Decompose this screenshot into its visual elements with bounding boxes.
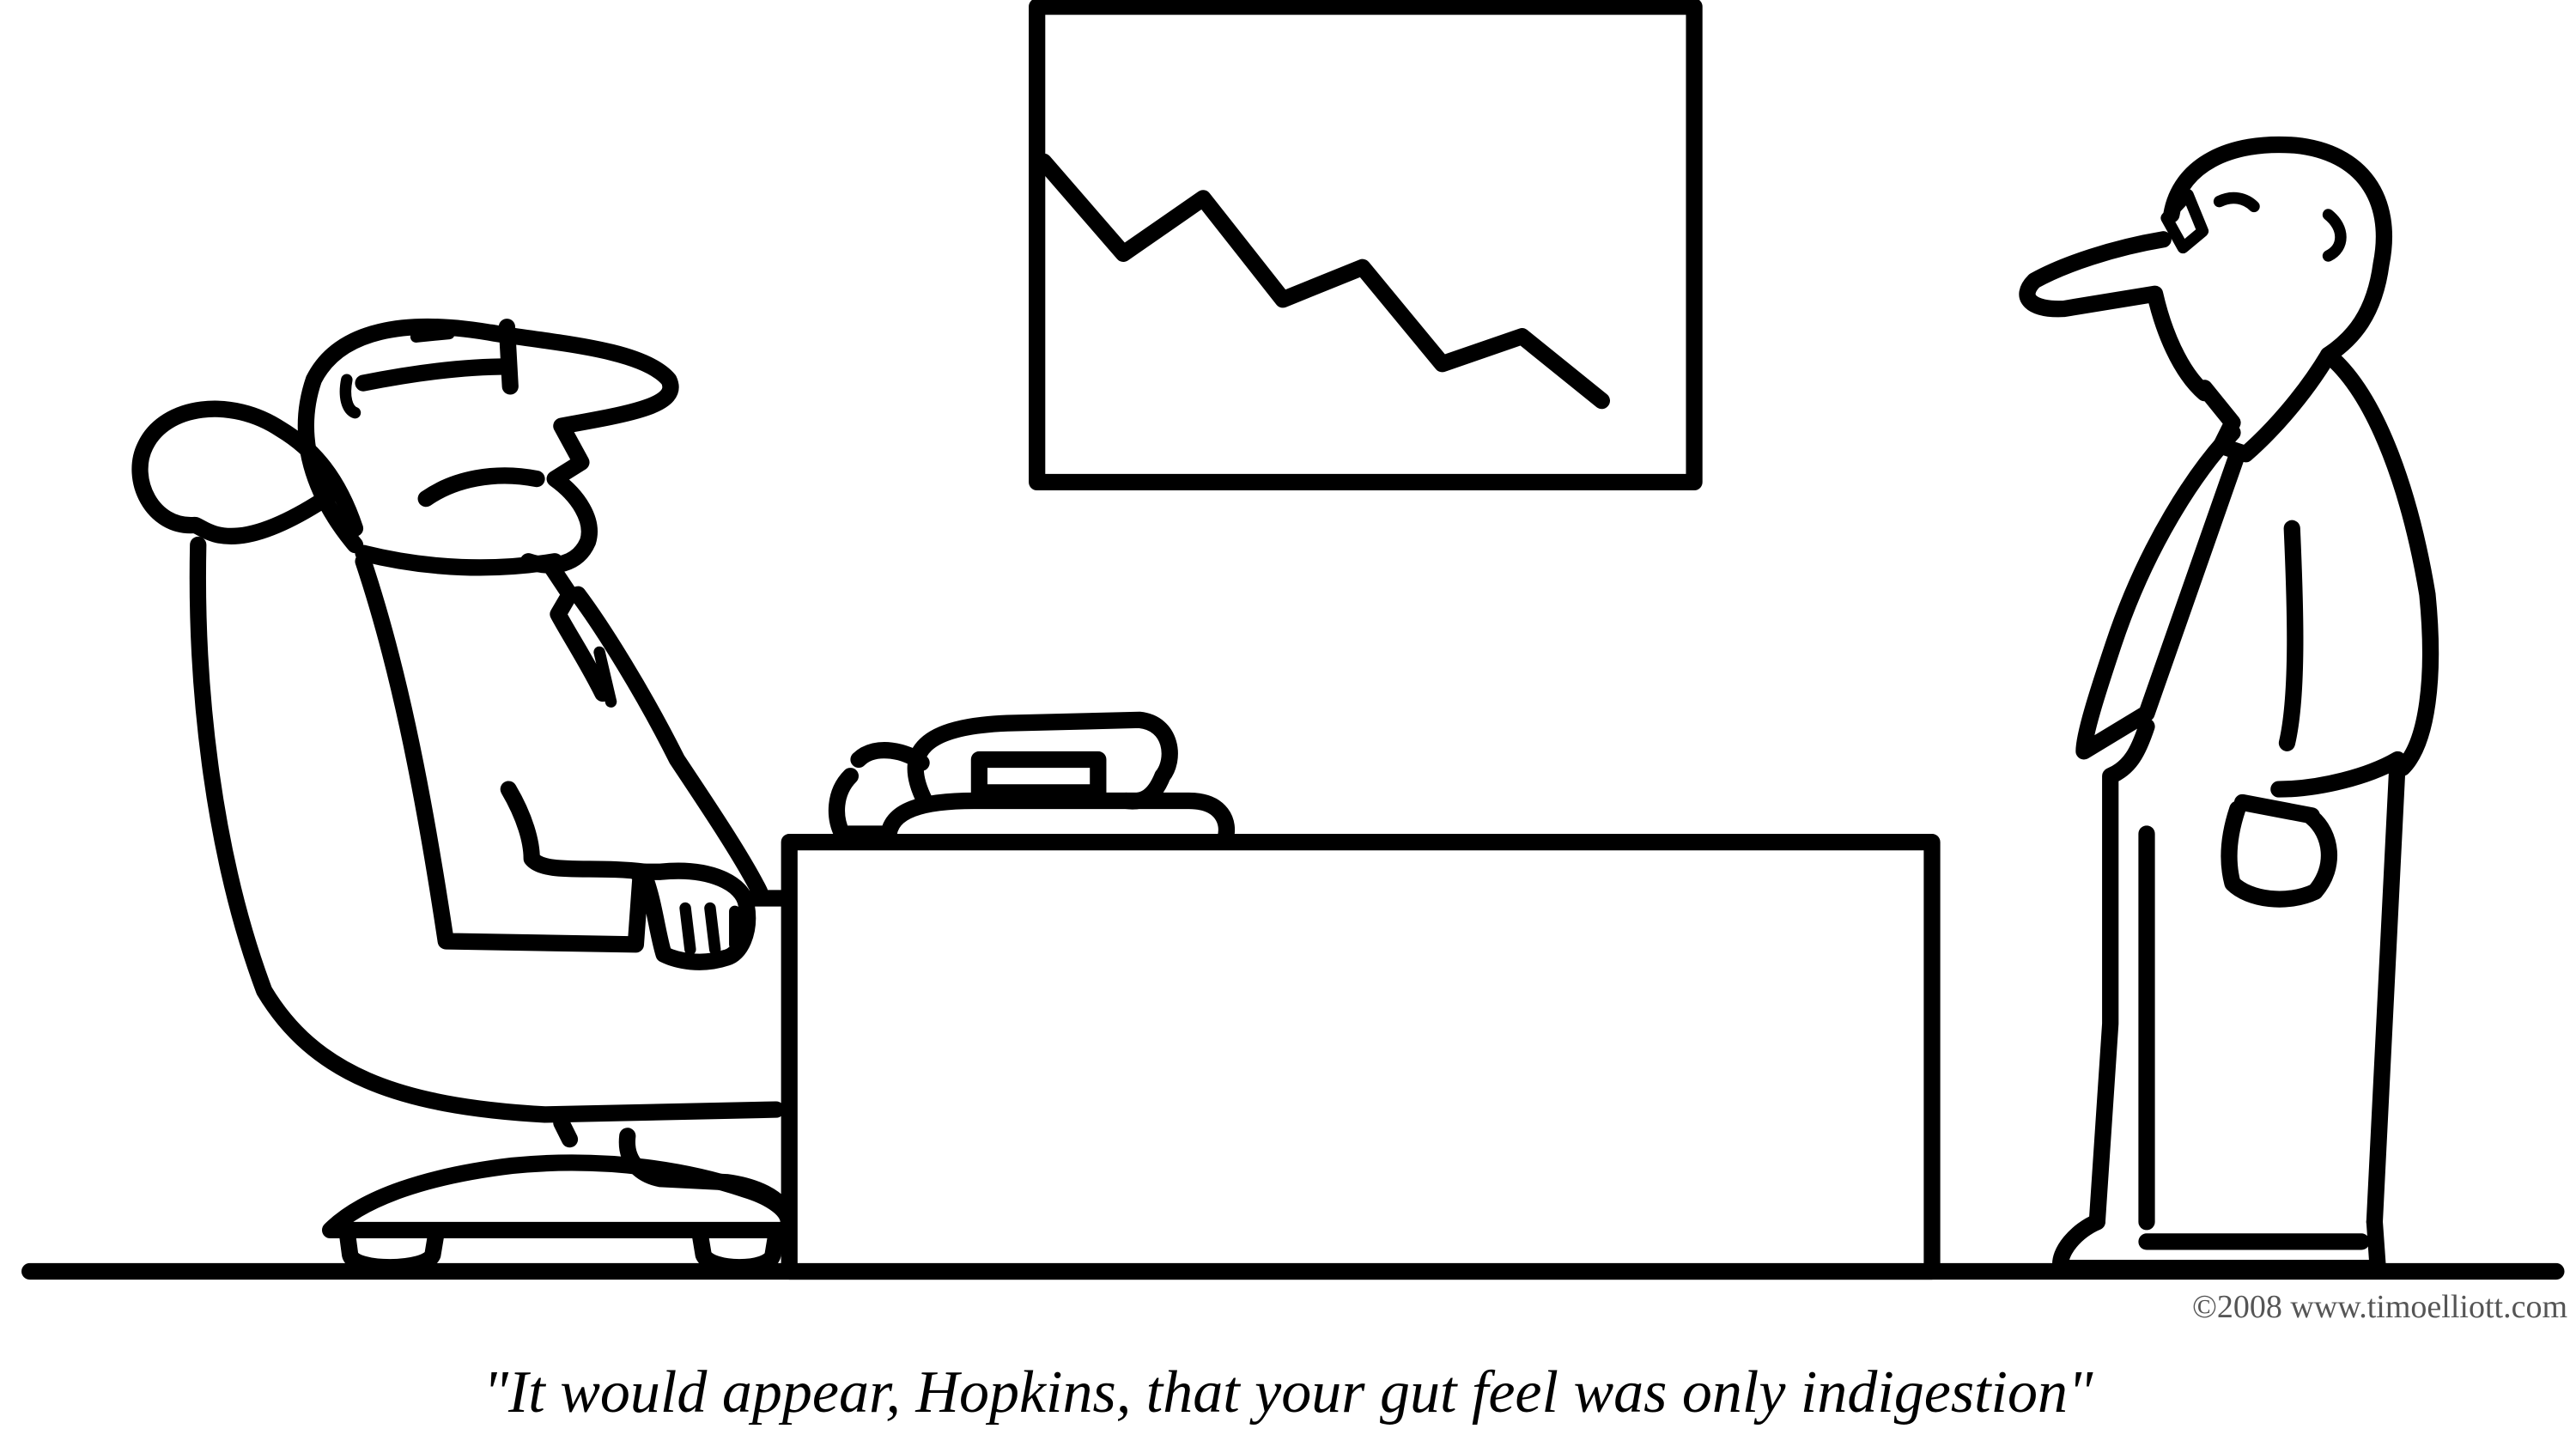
armchair	[131, 400, 799, 1276]
cartoon-caption: "It would appear, Hopkins, that your gut…	[483, 1359, 2093, 1426]
copyright-notice: ©2008 www.timoelliott.com	[2192, 1289, 2567, 1325]
desk	[781, 833, 1941, 1280]
boss-figure	[297, 318, 798, 970]
wall-chart-trend-line	[1035, 153, 1610, 410]
hopkins-figure	[2019, 136, 2439, 1277]
telephone	[828, 711, 1236, 848]
wall-chart-frame	[1029, 0, 1703, 491]
